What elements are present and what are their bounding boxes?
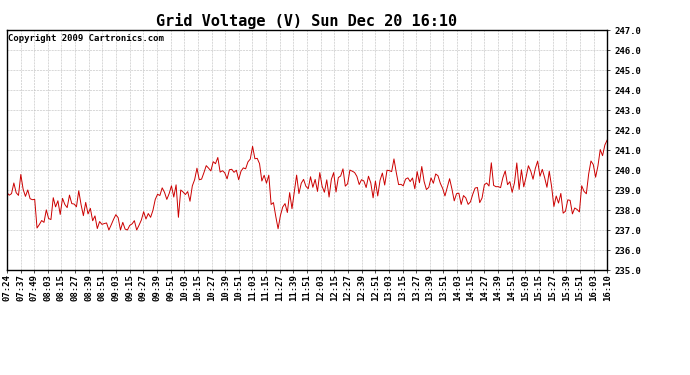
- Text: Copyright 2009 Cartronics.com: Copyright 2009 Cartronics.com: [8, 34, 164, 43]
- Title: Grid Voltage (V) Sun Dec 20 16:10: Grid Voltage (V) Sun Dec 20 16:10: [157, 13, 457, 29]
